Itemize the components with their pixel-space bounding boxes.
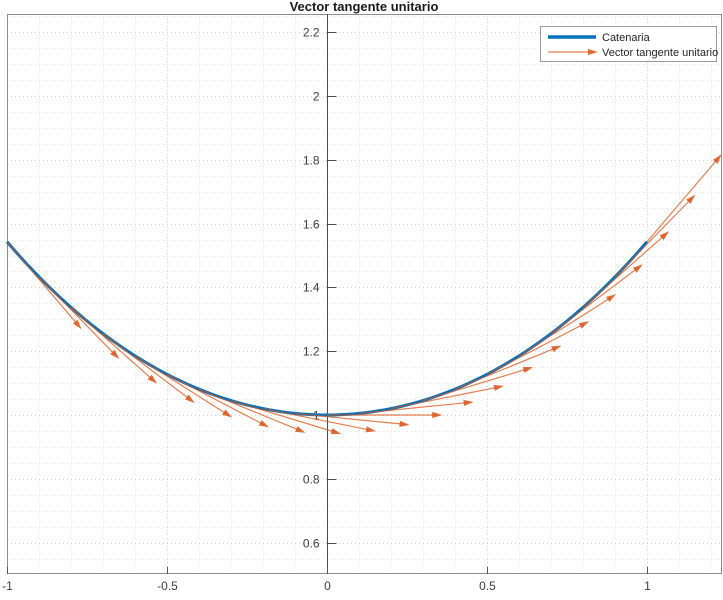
tangent-vector-shaft [134,355,228,415]
tangent-vector-shaft [70,306,154,381]
major-grid [7,14,722,574]
tangent-vector-head [110,349,120,360]
legend-frame [540,26,717,62]
tangent-vector-head [551,345,562,353]
tangent-vector-head [432,411,443,419]
y-tick-label: 2.2 [303,26,320,40]
tangent-vector-shaft [294,412,404,425]
tangent-vector-shaft [358,401,468,415]
x-tick-label: 1 [644,579,651,593]
tangent-vector-head [72,319,82,330]
x-axis: -1 -0.5 0 0.5 1 [2,567,651,593]
tangent-vector-shaft [166,373,265,426]
tangent-vector-head [578,321,590,329]
tangent-vector-head [632,264,643,273]
tangent-vector-shaft [550,267,639,335]
legend-arrow-head-icon [588,49,598,55]
x-tick-label: 0 [324,579,331,593]
tangent-vector-shaft [102,333,191,400]
y-tick-label: 1.6 [303,218,320,232]
tangent-vector-shaft [230,399,336,433]
tangent-vector-head [399,420,410,427]
tangent-vector-shaft [6,241,79,326]
y-tick-label: 1.4 [303,281,320,295]
y-tick-label: 1.2 [303,345,320,359]
tangent-vector-head [463,399,474,407]
tangent-vector-head [606,294,617,303]
tangent-vector-head [686,194,696,204]
tangent-vector-shaft [390,386,499,410]
tangent-vector-head [330,428,342,435]
tangent-vector-shaft [486,323,585,375]
quiver-arrows [6,154,722,435]
tangent-vector-shaft [454,347,557,390]
legend-box: Catenaria Vector tangente unitario [540,26,718,62]
tangent-vector-head [147,374,158,384]
tangent-vector-shaft [582,234,666,308]
y-tick-label: 1.8 [303,154,320,168]
y-tick-label: 0.8 [303,473,320,487]
tangent-vector-shaft [198,388,301,432]
plot-border-box [7,14,722,574]
x-tick-label: -1 [2,579,13,593]
minor-grid [7,14,722,574]
tangent-vector-shaft [646,158,719,243]
legend-label-catenaria: Catenaria [602,32,651,44]
tangent-vector-head [222,409,233,418]
y-tick-label: 0.6 [303,537,320,551]
tangent-vector-head [365,426,376,433]
x-tick-label: 0.5 [479,579,496,593]
tangent-vector-shaft [518,296,612,357]
plot-title: Vector tangente unitario [290,0,439,14]
tangent-vector-shaft [614,198,692,278]
tangent-vector-head [295,426,306,433]
tangent-vector-shaft [38,276,116,356]
tangent-vector-shaft [422,368,528,402]
y-tick-label: 2 [313,90,320,104]
y-axis-origin: 0.60.811.21.41.61.822.2 [303,14,337,574]
tangent-vector-head [659,231,670,241]
tangent-vector-head [712,154,722,164]
tangent-vector-head [493,384,504,391]
tangent-vector-head [522,367,534,373]
tangent-vector-head [258,420,270,428]
tangent-vector-shaft [262,408,371,431]
tangent-vector-head [184,394,195,403]
x-tick-label: -0.5 [157,579,178,593]
legend-label-vector-tangente: Vector tangente unitario [602,47,718,59]
